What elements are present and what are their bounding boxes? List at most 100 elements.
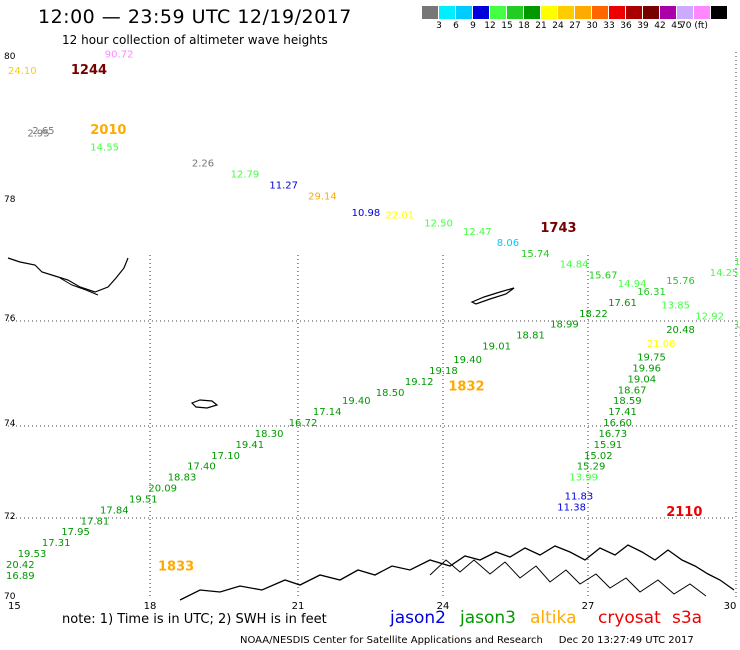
wave-height-value: 29.14 [308,191,337,202]
colorbar-swatch [524,6,541,19]
colorbar-label: 39 [637,21,649,31]
pass-time-labels: 1244 2010 1743 1832 1833 2110 210 [71,63,740,575]
wave-height-value: 18.81 [516,331,545,342]
bear-island [190,399,219,409]
svalbard-coast [7,257,129,293]
colorbar-label: 12 [484,21,496,31]
wave-height-value: 18.67 [618,385,647,396]
colorbar-label: 36 [620,21,632,31]
wave-height-value: 15.29 [577,462,606,473]
wave-height-value: 17.10 [211,451,240,462]
wave-height-value: 15.76 [666,276,695,287]
wave-height-value: 15.02 [584,451,613,462]
wave-height-value: 17.81 [81,516,110,527]
wave-height-value: 18.59 [613,396,642,407]
wave-height-value: 14.84 [560,260,589,271]
colorbar-label: 21 [535,21,547,31]
landmasses [7,257,735,601]
legend-altika: altika [530,608,577,628]
colorbar-label: 27 [569,21,581,31]
wave-height-value: 19.01 [482,342,511,353]
pass-time-label: 2110 [666,505,702,520]
wave-height-value: 17.41 [608,407,637,418]
pass-time-label: 1743 [540,221,576,236]
colorbar-swatch [660,6,677,19]
colorbar-swatch [626,6,643,19]
wave-height-value: 19.18 [429,366,458,377]
wave-height-value: 19.40 [453,355,482,366]
wave-height-value: 17.84 [100,505,129,516]
wave-height-value: 12.50 [424,219,453,230]
wave-height-value: 14.55 [90,142,119,153]
legend-s3a: s3a [672,608,703,628]
wave-height-value: 24.10 [8,66,37,77]
latitude-label: 78 [4,195,16,205]
wave-height-value: 17.40 [187,462,216,473]
wave-height-value: 11.83 [565,492,594,503]
colorbar-swatch [422,6,439,19]
colorbar-swatch [677,6,694,19]
wave-height-value: 18.99 [550,320,579,331]
wave-height-value: 15.67 [589,271,618,282]
wave-height-value: 12.92 [695,312,724,323]
colorbar-swatch [609,6,626,19]
pass-time-label: 1832 [448,380,484,395]
colorbar-label: 33 [603,21,615,31]
wave-height-value: 12.47 [463,227,492,238]
longitude-label: 30 [724,601,737,612]
colorbar-label: 24 [552,21,564,31]
colorbar [422,6,728,19]
colorbar-label: 42 [654,21,666,31]
wave-height-value: 19.12 [405,377,434,388]
wave-height-value: 18.50 [376,388,405,399]
wave-height-value: 2.26 [192,159,214,170]
wave-height-value: 16.60 [603,418,632,429]
longitude-label: 18 [144,601,157,612]
wave-height-points: 24.10 90.72 2.652.95 14.55 2.26 12.79 11.27 29.… [6,50,740,582]
wave-height-value: 14.94 [618,279,647,290]
colorbar-swatch [575,6,592,19]
wave-height-value: 19.41 [236,440,265,451]
pass-time-label: 210 [739,325,740,340]
latitude-label: 70 [4,592,16,602]
colorbar-label: 30 [586,21,598,31]
colorbar-swatch [558,6,575,19]
colorbar-label: 45 [671,21,683,31]
colorbar-swatch [456,6,473,19]
wave-height-value: 20.42 [6,560,35,571]
page-title: 12:00 — 23:59 UTC 12/19/2017 [38,6,352,28]
wave-height-value: 12. [734,320,740,331]
wave-height-value: 18.83 [168,473,197,484]
norway-fjords [429,559,707,597]
colorbar-swatch [592,6,609,19]
colorbar-label: 6 [453,21,459,31]
colorbar-swatch [439,6,456,19]
wave-height-value: 20.48 [666,325,695,336]
wave-height-value: 15.74 [521,249,550,260]
latitude-label: 80 [4,52,16,62]
colorbar-label: 18 [518,21,530,31]
wave-height-value: 19.53 [18,549,47,560]
wave-height-value: 13. [734,257,740,268]
colorbar-label: 70 (ft) [680,21,708,31]
legend-cryosat: cryosat [598,608,661,628]
wave-height-value: 18.22 [579,309,608,320]
map-grid [8,52,737,598]
legend-jason2: jason2 [390,608,446,628]
units-note: note: 1) Time is in UTC; 2) SWH is in fe… [62,612,327,627]
wave-height-value: 19.75 [637,353,666,364]
wave-height-value: 13.99 [569,473,598,484]
longitude-label: 27 [582,601,595,612]
colorbar-swatch [711,6,728,19]
colorbar-label: 15 [501,21,513,31]
latitude-label: 72 [4,512,15,522]
wave-height-value: 17.61 [608,298,637,309]
latitude-label: 76 [4,314,16,324]
wave-height-value: 16.72 [289,418,318,429]
colorbar-swatch [490,6,507,19]
wave-height-value: 2.65 [32,126,54,137]
legend-jason3: jason3 [460,608,516,628]
wave-height-value: 18.30 [255,429,284,440]
